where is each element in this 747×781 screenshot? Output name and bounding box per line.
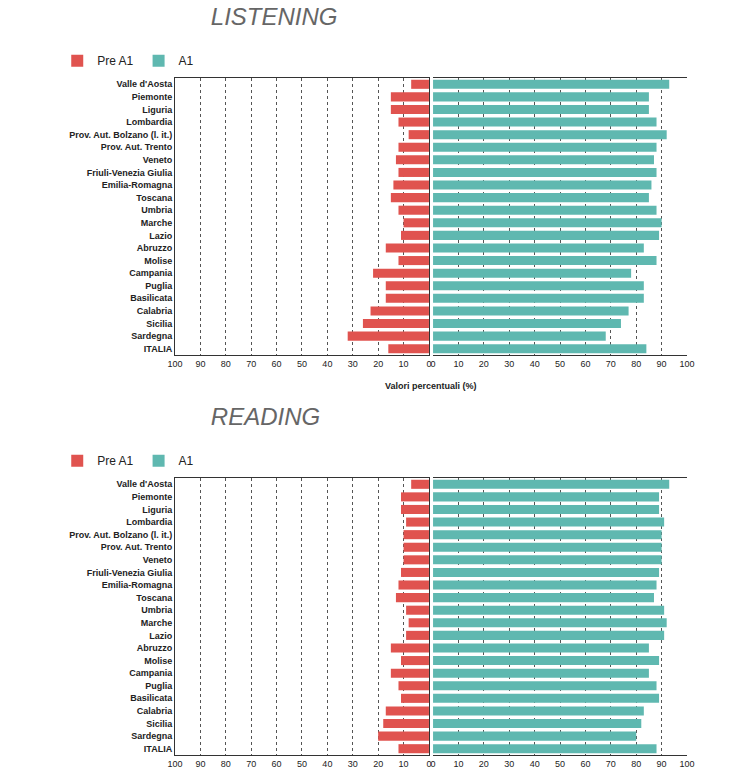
svg-text:LISTENING: LISTENING <box>211 3 338 30</box>
svg-text:30: 30 <box>504 759 514 769</box>
svg-text:Prov. Aut. Bolzano (l. it.): Prov. Aut. Bolzano (l. it.) <box>69 130 172 140</box>
svg-text:Abruzzo: Abruzzo <box>137 243 173 253</box>
svg-text:70: 70 <box>246 759 256 769</box>
svg-text:100: 100 <box>167 359 182 369</box>
svg-text:Sardegna: Sardegna <box>131 331 173 341</box>
svg-text:90: 90 <box>657 359 667 369</box>
svg-text:Friuli-Venezia Giulia: Friuli-Venezia Giulia <box>87 168 174 178</box>
svg-text:10: 10 <box>399 359 409 369</box>
svg-text:90: 90 <box>195 759 205 769</box>
svg-text:Piemonte: Piemonte <box>132 92 173 102</box>
svg-text:Calabria: Calabria <box>137 306 174 316</box>
svg-text:A1: A1 <box>179 454 194 468</box>
svg-text:Emilia-Romagna: Emilia-Romagna <box>102 580 174 590</box>
svg-text:60: 60 <box>272 359 282 369</box>
svg-text:0: 0 <box>426 359 431 369</box>
svg-text:10: 10 <box>453 759 463 769</box>
svg-text:Friuli-Venezia Giulia: Friuli-Venezia Giulia <box>87 568 174 578</box>
svg-text:0: 0 <box>431 759 436 769</box>
svg-text:80: 80 <box>221 759 231 769</box>
svg-text:Lazio: Lazio <box>149 631 173 641</box>
svg-text:Abruzzo: Abruzzo <box>137 643 173 653</box>
svg-text:READING: READING <box>211 403 320 430</box>
svg-text:50: 50 <box>297 359 307 369</box>
svg-text:50: 50 <box>555 359 565 369</box>
svg-text:Valle d'Aosta: Valle d'Aosta <box>117 479 174 489</box>
svg-text:10: 10 <box>399 759 409 769</box>
svg-text:Prov. Aut. Trento: Prov. Aut. Trento <box>101 542 173 552</box>
svg-text:ITALIA: ITALIA <box>144 344 173 354</box>
svg-text:Sicilia: Sicilia <box>146 319 173 329</box>
svg-text:Molise: Molise <box>144 656 172 666</box>
svg-text:Molise: Molise <box>144 256 172 266</box>
svg-text:70: 70 <box>606 359 616 369</box>
svg-text:90: 90 <box>195 359 205 369</box>
svg-text:40: 40 <box>322 759 332 769</box>
svg-text:10: 10 <box>453 359 463 369</box>
svg-text:70: 70 <box>606 759 616 769</box>
svg-text:Campania: Campania <box>129 268 173 278</box>
svg-text:Sardegna: Sardegna <box>131 731 173 741</box>
svg-text:20: 20 <box>479 359 489 369</box>
svg-text:100: 100 <box>679 759 694 769</box>
svg-text:Toscana: Toscana <box>136 193 173 203</box>
svg-text:Umbria: Umbria <box>141 605 173 615</box>
svg-text:Lombardia: Lombardia <box>126 117 173 127</box>
svg-text:0: 0 <box>431 359 436 369</box>
svg-text:Marche: Marche <box>141 218 173 228</box>
svg-text:Basilicata: Basilicata <box>130 293 173 303</box>
svg-text:80: 80 <box>631 759 641 769</box>
svg-text:Lazio: Lazio <box>149 231 173 241</box>
svg-text:Pre A1: Pre A1 <box>97 454 133 468</box>
svg-text:50: 50 <box>297 759 307 769</box>
svg-text:Umbria: Umbria <box>141 205 173 215</box>
svg-text:Liguria: Liguria <box>142 105 173 115</box>
svg-text:50: 50 <box>555 759 565 769</box>
svg-text:30: 30 <box>348 759 358 769</box>
svg-text:20: 20 <box>479 759 489 769</box>
svg-text:60: 60 <box>580 359 590 369</box>
svg-text:90: 90 <box>657 759 667 769</box>
svg-text:Emilia-Romagna: Emilia-Romagna <box>102 180 174 190</box>
svg-text:Lombardia: Lombardia <box>126 517 173 527</box>
svg-text:Piemonte: Piemonte <box>132 492 173 502</box>
svg-text:100: 100 <box>679 359 694 369</box>
svg-text:Puglia: Puglia <box>145 281 173 291</box>
svg-text:40: 40 <box>322 359 332 369</box>
svg-text:Puglia: Puglia <box>145 681 173 691</box>
svg-text:Toscana: Toscana <box>136 593 173 603</box>
svg-text:Prov. Aut. Bolzano (l. it.): Prov. Aut. Bolzano (l. it.) <box>69 530 172 540</box>
svg-text:A1: A1 <box>179 54 194 68</box>
svg-text:Marche: Marche <box>141 618 173 628</box>
svg-text:80: 80 <box>221 359 231 369</box>
svg-text:30: 30 <box>348 359 358 369</box>
svg-text:Prov. Aut. Trento: Prov. Aut. Trento <box>101 142 173 152</box>
svg-text:20: 20 <box>373 759 383 769</box>
svg-text:40: 40 <box>530 759 540 769</box>
svg-text:Pre A1: Pre A1 <box>97 54 133 68</box>
svg-text:Valori percentuali (%): Valori percentuali (%) <box>385 381 477 391</box>
svg-text:Basilicata: Basilicata <box>130 693 173 703</box>
svg-text:60: 60 <box>580 759 590 769</box>
svg-text:0: 0 <box>426 759 431 769</box>
svg-text:20: 20 <box>373 359 383 369</box>
svg-text:Sicilia: Sicilia <box>146 719 173 729</box>
svg-text:40: 40 <box>530 359 540 369</box>
svg-text:Veneto: Veneto <box>143 155 173 165</box>
svg-text:Veneto: Veneto <box>143 555 173 565</box>
svg-text:Campania: Campania <box>129 668 173 678</box>
svg-text:60: 60 <box>272 759 282 769</box>
svg-text:30: 30 <box>504 359 514 369</box>
svg-text:70: 70 <box>246 359 256 369</box>
svg-text:Calabria: Calabria <box>137 706 174 716</box>
svg-text:Liguria: Liguria <box>142 505 173 515</box>
svg-text:80: 80 <box>631 359 641 369</box>
svg-text:Valle d'Aosta: Valle d'Aosta <box>117 79 174 89</box>
svg-text:100: 100 <box>167 759 182 769</box>
svg-text:ITALIA: ITALIA <box>144 744 173 754</box>
